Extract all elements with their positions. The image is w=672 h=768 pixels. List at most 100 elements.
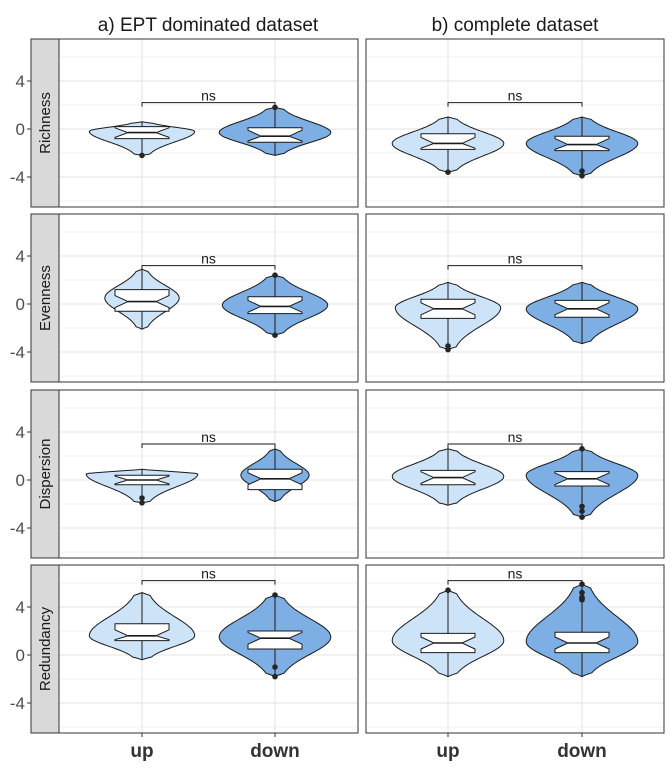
panel-border xyxy=(365,564,665,734)
outlier-point-up xyxy=(139,495,145,501)
y-tick-label-redundancy: 4 xyxy=(16,598,25,617)
significance-label: ns xyxy=(201,566,216,582)
significance-label: ns xyxy=(201,88,216,104)
violin-down xyxy=(240,448,310,503)
notched-box-down xyxy=(554,135,610,152)
significance-bracket: ns xyxy=(447,88,583,107)
outlier-point-down xyxy=(579,503,585,510)
violin-down xyxy=(525,581,639,678)
column-title-b: b) complete dataset xyxy=(432,15,600,36)
outlier-point-down xyxy=(579,594,585,601)
violin-down xyxy=(218,104,332,156)
violin-up xyxy=(104,268,180,330)
panel-border xyxy=(365,389,665,559)
panel-redundancy-b: ns xyxy=(365,564,665,737)
significance-label: ns xyxy=(508,251,523,267)
panel-border xyxy=(58,564,359,734)
y-tick-label-richness: 4 xyxy=(16,72,25,91)
violin-up xyxy=(88,121,196,159)
significance-bracket: ns xyxy=(447,429,583,448)
x-tick-up-col-b: up xyxy=(436,741,459,762)
strip-label-dispersion: Dispersion xyxy=(37,439,54,510)
significance-bracket: ns xyxy=(447,251,583,270)
violin-up xyxy=(394,281,502,353)
violin-up xyxy=(391,587,505,678)
outlier-point-down xyxy=(272,104,278,111)
strip-label-redundancy: Redundancy xyxy=(37,606,54,691)
notched-box-down xyxy=(247,127,303,143)
violin-down xyxy=(218,592,332,680)
panel-evenness-b: ns xyxy=(365,213,665,383)
column-title-a: a) EPT dominated dataset xyxy=(98,15,319,36)
panel-border xyxy=(58,389,359,559)
strip-redundancy: Redundancy xyxy=(30,564,60,734)
notched-box-up xyxy=(114,623,170,642)
panel-background xyxy=(366,39,664,207)
outlier-point-down xyxy=(272,332,278,339)
panel-border xyxy=(58,38,359,208)
panel-border xyxy=(58,213,359,383)
x-tick-down-col-b: down xyxy=(557,741,607,762)
significance-bracket: ns xyxy=(141,429,276,448)
violin-down xyxy=(525,116,639,179)
outlier-point-down xyxy=(272,664,278,670)
strip-evenness: Evenness xyxy=(30,213,60,383)
significance-bracket: ns xyxy=(141,88,276,107)
panel-border xyxy=(365,213,665,383)
panel-redundancy-a: ns xyxy=(58,564,359,737)
panel-evenness-a: ns xyxy=(58,213,359,383)
panel-richness-a: ns xyxy=(58,38,359,208)
outlier-point-down xyxy=(579,446,585,452)
strip-richness: Richness xyxy=(30,38,60,208)
y-tick-label-dispersion: 4 xyxy=(16,423,25,442)
y-tick-label-redundancy: -4 xyxy=(10,694,25,713)
significance-label: ns xyxy=(508,566,523,582)
outlier-point-down xyxy=(579,508,585,514)
significance-label: ns xyxy=(201,429,216,445)
significance-bracket: ns xyxy=(141,566,276,585)
outlier-point-up xyxy=(445,346,451,353)
notched-box-up xyxy=(114,289,170,312)
outlier-point-down xyxy=(272,592,278,598)
y-tick-label-richness: 0 xyxy=(16,120,25,139)
strip-label-evenness: Evenness xyxy=(37,265,54,331)
notched-box-up xyxy=(420,133,476,150)
x-tick-up-col-a: up xyxy=(130,741,153,762)
y-tick-label-richness: -4 xyxy=(10,168,25,187)
notched-box-down xyxy=(247,630,303,650)
panel-richness-b: ns xyxy=(365,38,665,208)
panel-dispersion-a: ns xyxy=(58,389,359,559)
violin-up xyxy=(391,116,505,175)
y-tick-label-dispersion: 0 xyxy=(16,471,25,490)
violin-down xyxy=(525,446,639,520)
outlier-point-up xyxy=(139,152,145,159)
panel-grid xyxy=(366,565,664,733)
violin-up xyxy=(391,448,505,506)
significance-label: ns xyxy=(508,429,523,445)
outlier-point-up xyxy=(139,500,145,506)
outlier-point-down xyxy=(272,673,278,680)
violin-up xyxy=(88,592,196,661)
outlier-point-up xyxy=(445,587,451,593)
y-tick-label-evenness: 4 xyxy=(16,247,25,266)
panel-grid xyxy=(366,390,664,558)
outlier-point-down xyxy=(579,514,585,520)
significance-label: ns xyxy=(508,88,523,104)
y-tick-label-redundancy: 0 xyxy=(16,646,25,665)
y-tick-label-evenness: 0 xyxy=(16,295,25,314)
strip-dispersion: Dispersion xyxy=(30,389,60,559)
panel-border xyxy=(365,38,665,208)
outlier-point-up xyxy=(445,169,451,175)
notched-box-down xyxy=(247,296,303,315)
significance-bracket: ns xyxy=(141,251,276,270)
panel-dispersion-b: ns xyxy=(365,389,665,559)
strip-label-richness: Richness xyxy=(37,92,54,154)
outlier-point-down xyxy=(579,589,585,596)
outlier-point-down xyxy=(272,272,278,279)
violin-up xyxy=(85,468,199,506)
significance-bracket: ns xyxy=(447,566,583,585)
violin-down xyxy=(221,272,329,339)
violin-down xyxy=(525,281,639,345)
y-tick-label-evenness: -4 xyxy=(10,343,25,362)
